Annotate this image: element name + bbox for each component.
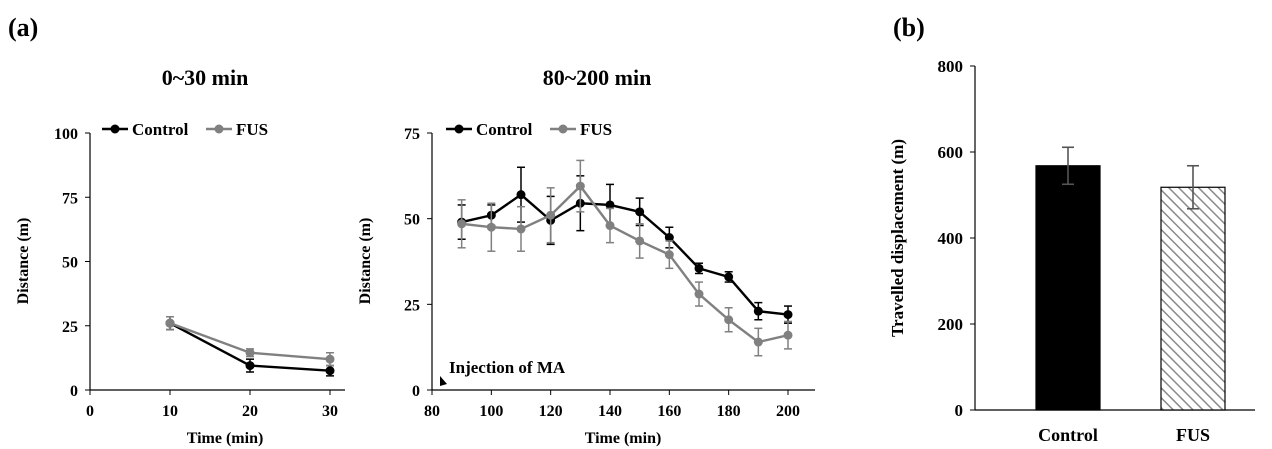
legend-marker-fus: [214, 124, 224, 134]
x-tick-label: 20: [242, 403, 258, 420]
y-tick-label: 800: [938, 57, 964, 76]
data-point-fus: [753, 337, 763, 347]
x-tick-label: 200: [776, 403, 800, 420]
chart-late-x-label: Time (min): [585, 430, 662, 447]
data-point-control: [516, 190, 526, 200]
chart-late: 80~200 min 80 100 120 140 160 180 200 0 25 50 75 C…: [357, 65, 815, 447]
chart-late-axes: [431, 133, 815, 391]
x-tick-label: 180: [717, 403, 741, 420]
x-tick-label: 10: [162, 403, 178, 420]
y-tick-label: 25: [62, 319, 78, 336]
chart-late-y-label: Distance (m): [357, 218, 374, 305]
legend-label-fus: FUS: [580, 120, 612, 139]
series-line-control: [461, 193, 789, 316]
chart-early: 0~30 min 0 10 20 30 0 25 50 75 100 Control FUS Ti…: [15, 65, 345, 447]
category-label-control: Control: [1038, 425, 1098, 445]
chart-early-x-label: Time (min): [187, 430, 264, 447]
y-tick-label: 0: [412, 383, 420, 400]
chart-late-title: 80~200 min: [543, 65, 652, 90]
y-tick-label: 75: [404, 126, 420, 143]
data-point-control: [325, 366, 335, 376]
data-point-fus: [457, 219, 467, 229]
chart-late-legend: Control FUS: [446, 120, 612, 139]
y-tick-label: 0: [955, 401, 964, 420]
data-point-fus: [516, 224, 526, 234]
y-tick-label: 50: [404, 212, 420, 229]
y-tick-label: 100: [54, 126, 78, 143]
data-point-fus: [575, 181, 585, 191]
legend-label-control: Control: [476, 120, 533, 139]
y-tick-label: 200: [938, 315, 964, 334]
x-tick-label: 100: [479, 403, 503, 420]
x-tick-label: 80: [424, 403, 440, 420]
x-tick-label: 160: [657, 403, 681, 420]
injection-annotation: Injection of MA: [449, 358, 566, 377]
data-point-control: [694, 263, 704, 273]
data-point-fus: [546, 210, 556, 220]
y-tick-label: 600: [938, 143, 964, 162]
bar-control: [1035, 165, 1101, 411]
data-point-control: [635, 207, 645, 217]
legend-marker-control: [454, 124, 464, 134]
data-point-fus: [694, 289, 704, 299]
y-tick-label: 0: [70, 383, 78, 400]
data-point-fus: [783, 330, 793, 340]
chart-early-ticks: 0 10 20 30 0 25 50 75 100: [54, 126, 338, 420]
data-point-control: [753, 306, 763, 316]
y-tick-label: 400: [938, 229, 964, 248]
chart-early-axes: [89, 133, 345, 391]
data-point-fus: [325, 354, 335, 364]
chart-early-title: 0~30 min: [162, 65, 249, 90]
data-point-fus: [635, 236, 645, 246]
x-tick-label: 140: [598, 403, 622, 420]
x-tick-label: 0: [86, 403, 94, 420]
data-point-control: [245, 361, 255, 371]
data-point-control: [724, 272, 734, 282]
y-tick-label: 50: [62, 255, 78, 272]
data-point-fus: [165, 318, 175, 328]
category-label-fus: FUS: [1176, 425, 1210, 445]
y-tick-label: 75: [62, 190, 78, 207]
data-point-fus: [605, 221, 615, 231]
panel-label-a: (a): [8, 13, 38, 42]
data-point-fus: [245, 348, 255, 358]
x-tick-label: 30: [322, 403, 338, 420]
x-tick-label: 120: [539, 403, 563, 420]
legend-label-fus: FUS: [236, 120, 268, 139]
chart-bar-ticks: 0 200 400 600 800: [938, 57, 975, 420]
chart-bar-bars: Control FUS: [1035, 146, 1226, 445]
chart-early-y-label: Distance (m): [15, 218, 32, 305]
chart-early-legend: Control FUS: [102, 120, 268, 139]
y-tick-label: 25: [404, 297, 420, 314]
chart-early-series: [165, 316, 335, 377]
legend-marker-fus: [558, 124, 568, 134]
bar-fus: [1160, 186, 1226, 411]
panel-label-b: (b): [893, 13, 925, 42]
data-point-control: [664, 233, 674, 243]
legend-marker-control: [110, 124, 120, 134]
chart-late-ticks: 80 100 120 140 160 180 200 0 25 50 75: [404, 126, 800, 420]
series-line-fus: [461, 184, 789, 344]
chart-bar-y-label: Travelled displacement (m): [888, 139, 907, 337]
data-point-control: [605, 200, 615, 210]
chart-late-series: [457, 159, 793, 357]
injection-arrow-icon: [440, 376, 447, 386]
data-point-fus: [724, 315, 734, 325]
data-point-fus: [486, 222, 496, 232]
chart-bar: 0 200 400 600 800 Control FUS Travelled displ…: [888, 57, 1255, 445]
legend-label-control: Control: [132, 120, 189, 139]
data-point-fus: [664, 250, 674, 260]
data-point-control: [783, 310, 793, 320]
